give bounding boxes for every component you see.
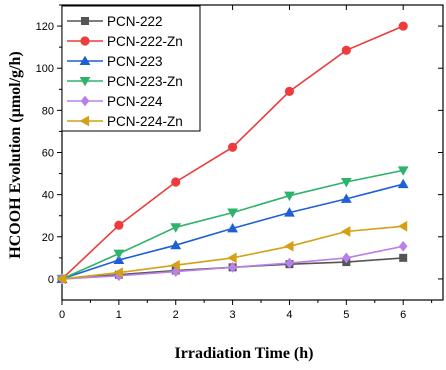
data-point-pcn-224-zn — [227, 252, 237, 264]
data-point-pcn-223 — [340, 193, 352, 203]
x-tick-label: 1 — [116, 309, 122, 321]
series-pcn-223-zn — [56, 166, 409, 285]
y-tick-label: 40 — [42, 190, 54, 202]
data-point-pcn-224-zn — [170, 259, 180, 271]
data-point-pcn-224-zn — [340, 226, 351, 237]
legend-label-pcn-224: PCN-224 — [107, 94, 163, 109]
y-axis-title: HCOOH Evolution (µmol/g/h) — [7, 51, 24, 258]
series-pcn-224 — [57, 240, 408, 285]
x-tick-label: 0 — [59, 309, 65, 321]
legend-label-pcn-222-zn: PCN-222-Zn — [107, 34, 183, 49]
legend-marker-pcn-224 — [80, 95, 90, 107]
series-pcn-224-zn — [56, 220, 408, 285]
legend-marker-pcn-222-zn — [80, 36, 90, 46]
data-point-pcn-223-zn — [340, 177, 352, 188]
legend-marker-pcn-222 — [81, 17, 89, 25]
x-tick-label: 6 — [400, 309, 406, 321]
data-point-pcn-222-zn — [341, 45, 351, 55]
y-tick-label: 100 — [36, 63, 54, 75]
data-point-pcn-222-zn — [284, 86, 295, 96]
series-group — [56, 21, 409, 285]
data-point-pcn-222-zn — [171, 177, 181, 187]
y-tick-label: 60 — [42, 148, 54, 160]
y-tick-label: 80 — [42, 105, 54, 117]
data-point-pcn-224 — [285, 257, 294, 269]
data-point-pcn-223-zn — [113, 249, 125, 260]
data-point-pcn-224-zn — [56, 273, 67, 285]
legend-label-pcn-224-zn: PCN-224-Zn — [107, 114, 183, 129]
legend-label-pcn-222: PCN-222 — [107, 14, 163, 29]
data-point-pcn-222 — [399, 253, 408, 262]
y-tick-label: 0 — [48, 274, 54, 286]
y-tick-label: 20 — [42, 232, 54, 244]
legend-label-pcn-223-zn: PCN-223-Zn — [107, 74, 183, 89]
data-point-pcn-223-zn — [284, 191, 295, 202]
legend-box — [61, 5, 201, 132]
data-point-pcn-224 — [398, 240, 408, 252]
data-point-pcn-224-zn — [397, 220, 408, 232]
legend-marker-pcn-224-zn — [79, 115, 90, 127]
x-tick-label: 3 — [230, 309, 236, 321]
data-point-pcn-224-zn — [284, 240, 294, 252]
x-tick-label: 4 — [286, 309, 292, 321]
x-tick-label: 5 — [343, 309, 349, 321]
data-point-pcn-223-zn — [227, 208, 238, 218]
data-point-pcn-223 — [397, 178, 409, 189]
data-point-pcn-223 — [284, 207, 295, 217]
data-point-pcn-224-zn — [113, 267, 123, 279]
legend-marker-pcn-223 — [79, 55, 91, 66]
data-point-pcn-222-zn — [398, 21, 408, 31]
data-point-pcn-222-zn — [227, 142, 238, 152]
legend-label-pcn-223: PCN-223 — [107, 54, 163, 69]
data-point-pcn-224 — [342, 252, 351, 264]
x-tick-label: 2 — [173, 309, 179, 321]
legend-marker-pcn-223-zn — [79, 76, 91, 87]
data-point-pcn-224 — [228, 261, 237, 273]
data-point-pcn-223 — [227, 222, 238, 233]
data-point-pcn-223 — [113, 254, 125, 265]
data-point-pcn-223 — [170, 239, 182, 250]
data-point-pcn-223-zn — [397, 166, 409, 176]
y-tick-label: 120 — [36, 21, 54, 33]
data-point-pcn-223-zn — [170, 223, 182, 233]
legend: PCN-222 PCN-222-Zn PCN-223 PCN-223-Zn PCN-22… — [61, 5, 201, 132]
data-point-pcn-222-zn — [114, 220, 124, 230]
x-axis-title: Irradiation Time (h) — [175, 345, 314, 362]
